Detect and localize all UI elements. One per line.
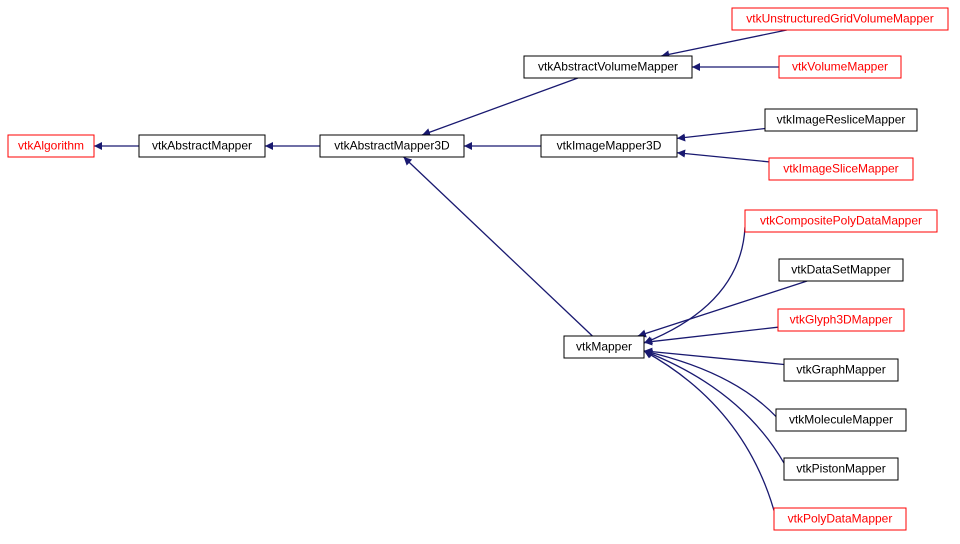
- edge: [644, 227, 745, 343]
- class-node-label: vtkMoleculeMapper: [789, 413, 893, 427]
- edge: [677, 153, 769, 162]
- edge: [644, 327, 778, 342]
- class-node-vtkMoleculeMapper[interactable]: vtkMoleculeMapper: [776, 409, 906, 431]
- class-node-vtkVolumeMapper[interactable]: vtkVolumeMapper: [779, 56, 901, 78]
- class-node-vtkUnstructuredGridVolumeMapper[interactable]: vtkUnstructuredGridVolumeMapper: [732, 8, 948, 30]
- class-node-vtkCompositePolyDataMapper[interactable]: vtkCompositePolyDataMapper: [745, 210, 937, 232]
- class-node-vtkAbstractMapper3D[interactable]: vtkAbstractMapper3D: [320, 135, 464, 157]
- class-node-label: vtkAbstractMapper3D: [334, 139, 450, 153]
- class-node-label: vtkCompositePolyDataMapper: [760, 214, 922, 228]
- class-node-vtkImageMapper3D[interactable]: vtkImageMapper3D: [541, 135, 677, 157]
- class-node-label: vtkGlyph3DMapper: [790, 313, 893, 327]
- class-node-vtkGraphMapper[interactable]: vtkGraphMapper: [784, 359, 898, 381]
- edge: [677, 129, 765, 139]
- class-node-vtkPolyDataMapper[interactable]: vtkPolyDataMapper: [774, 508, 906, 530]
- class-node-label: vtkAbstractMapper: [152, 139, 252, 153]
- class-node-vtkDataSetMapper[interactable]: vtkDataSetMapper: [779, 259, 903, 281]
- edges-layer: [94, 30, 807, 511]
- class-node-vtkMapper[interactable]: vtkMapper: [564, 336, 644, 358]
- inheritance-diagram: vtkAlgorithm vtkAbstractMapper vtkAbstract…: [0, 0, 960, 544]
- class-node-vtkAlgorithm[interactable]: vtkAlgorithm: [8, 135, 94, 157]
- class-node-vtkAbstractVolumeMapper[interactable]: vtkAbstractVolumeMapper: [524, 56, 692, 78]
- edge: [644, 351, 774, 511]
- class-node-vtkAbstractMapper[interactable]: vtkAbstractMapper: [139, 135, 265, 157]
- class-node-vtkImageSliceMapper[interactable]: vtkImageSliceMapper: [769, 158, 913, 180]
- class-node-label: vtkAlgorithm: [18, 139, 84, 153]
- class-node-label: vtkVolumeMapper: [792, 60, 888, 74]
- class-node-label: vtkPolyDataMapper: [788, 512, 893, 526]
- class-node-label: vtkMapper: [576, 340, 632, 354]
- class-node-label: vtkGraphMapper: [796, 363, 885, 377]
- class-node-label: vtkImageMapper3D: [557, 139, 662, 153]
- edge: [404, 157, 593, 336]
- edge: [644, 351, 784, 365]
- class-node-label: vtkAbstractVolumeMapper: [538, 60, 678, 74]
- class-node-vtkImageResliceMapper[interactable]: vtkImageResliceMapper: [765, 109, 917, 131]
- class-node-label: vtkUnstructuredGridVolumeMapper: [746, 12, 933, 26]
- class-node-label: vtkDataSetMapper: [791, 263, 890, 277]
- edge: [644, 351, 776, 417]
- class-node-label: vtkImageResliceMapper: [777, 113, 906, 127]
- nodes-layer: vtkAlgorithm vtkAbstractMapper vtkAbstract…: [8, 8, 948, 530]
- class-node-label: vtkImageSliceMapper: [783, 162, 898, 176]
- edge: [661, 30, 787, 56]
- class-node-label: vtkPistonMapper: [796, 462, 885, 476]
- edge: [644, 351, 784, 463]
- class-node-vtkGlyph3DMapper[interactable]: vtkGlyph3DMapper: [778, 309, 904, 331]
- edge: [422, 78, 578, 135]
- class-node-vtkPistonMapper[interactable]: vtkPistonMapper: [784, 458, 898, 480]
